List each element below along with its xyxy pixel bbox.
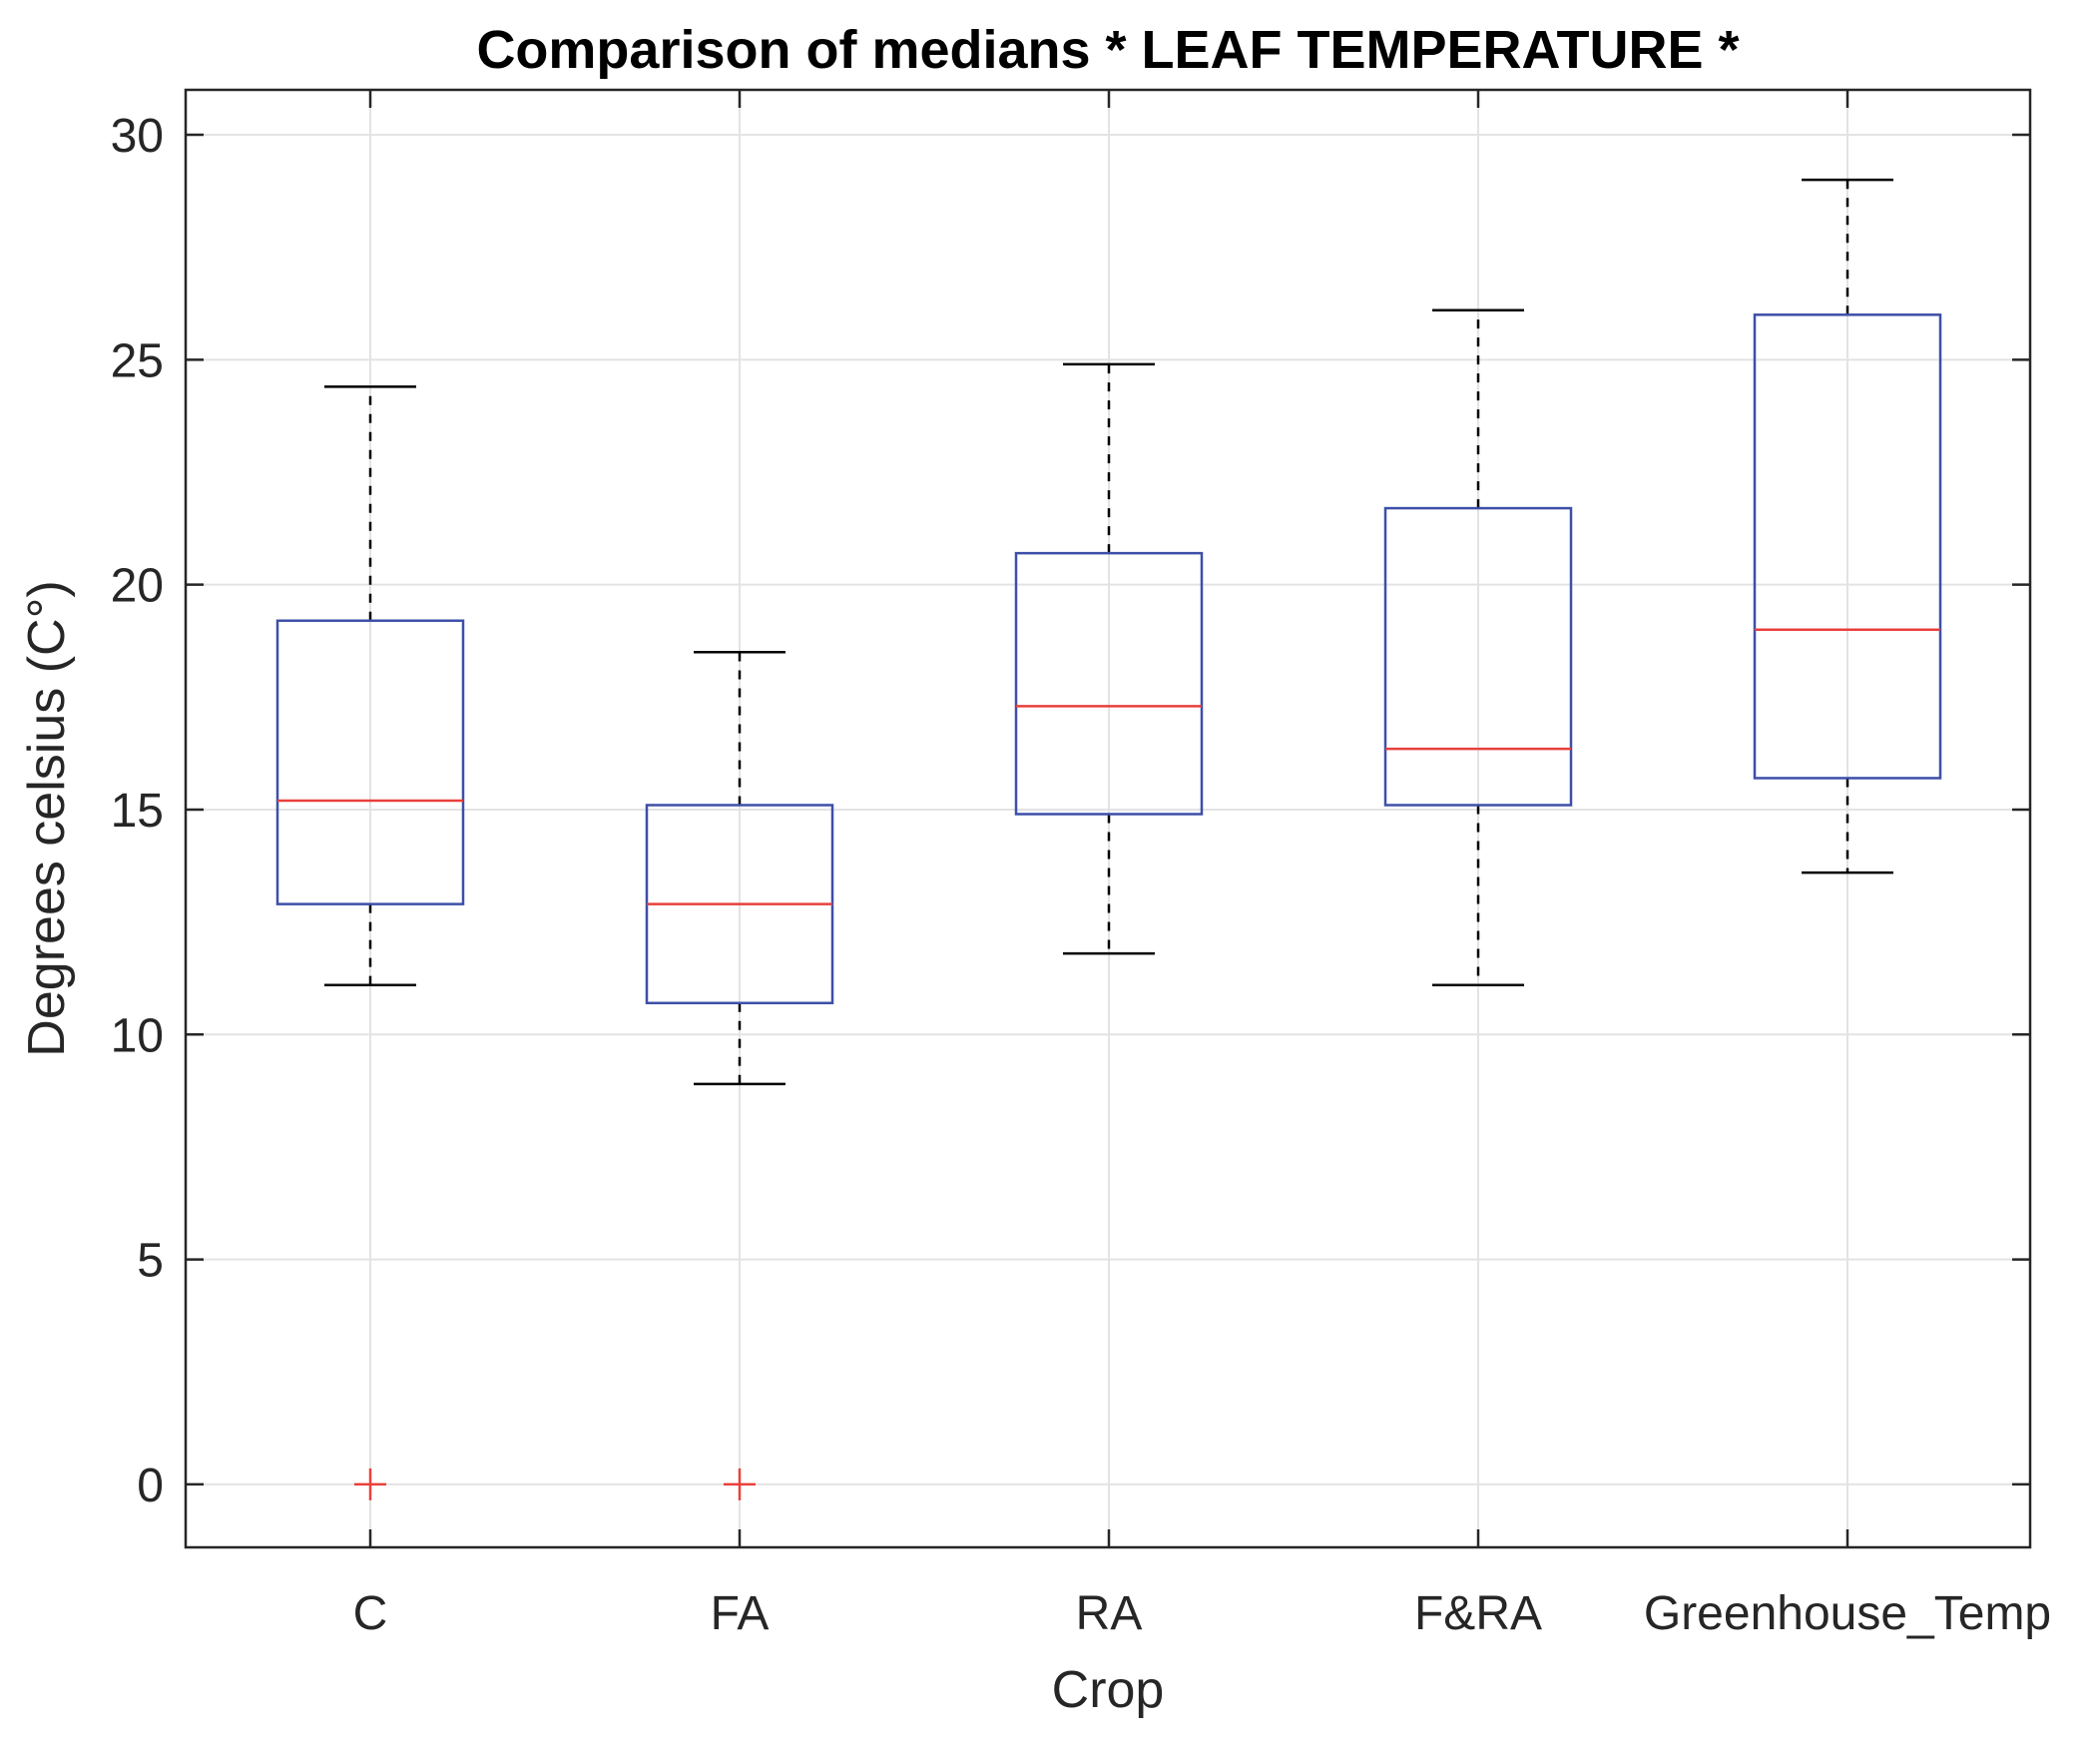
x-tick-label: F&RA [1414,1587,1542,1640]
box-group [1753,178,1942,875]
iqr-box [1014,551,1204,816]
box-group [645,651,834,1500]
grid-layer [186,90,2030,1547]
chart-title: Comparison of medians * LEAF TEMPERATURE… [476,20,1739,80]
x-tick-label: Greenhouse_Temp [1644,1587,2051,1640]
box-group [1383,308,1573,986]
y-tick-label: 25 [111,334,164,387]
y-axis-label: Degrees celsius (C°) [18,580,76,1056]
y-tick-label: 10 [111,1009,164,1062]
x-tick-label: RA [1076,1587,1143,1640]
plot-area-frame [184,88,2032,1549]
box-group [1014,362,1204,955]
y-tick-label: 15 [111,785,164,838]
iqr-box [1383,506,1573,807]
outlier-marker [724,1467,756,1500]
x-tick-label: C [353,1587,388,1640]
y-tick-label: 20 [111,560,164,613]
ticks-layer: 0 5 10 15 20 25 30 C FA RA F&RA Greenhouse_Temp [111,90,2051,1640]
x-axis-label: Crop [1052,1661,1165,1719]
iqr-box [1753,313,1942,780]
outlier-marker [354,1467,386,1500]
iqr-box [275,619,465,905]
boxes-layer [275,178,1942,1500]
box-group [275,385,465,1500]
x-tick-label: FA [711,1587,770,1640]
y-tick-label: 5 [137,1235,164,1288]
y-tick-label: 30 [111,110,164,163]
y-tick-label: 0 [137,1460,164,1512]
